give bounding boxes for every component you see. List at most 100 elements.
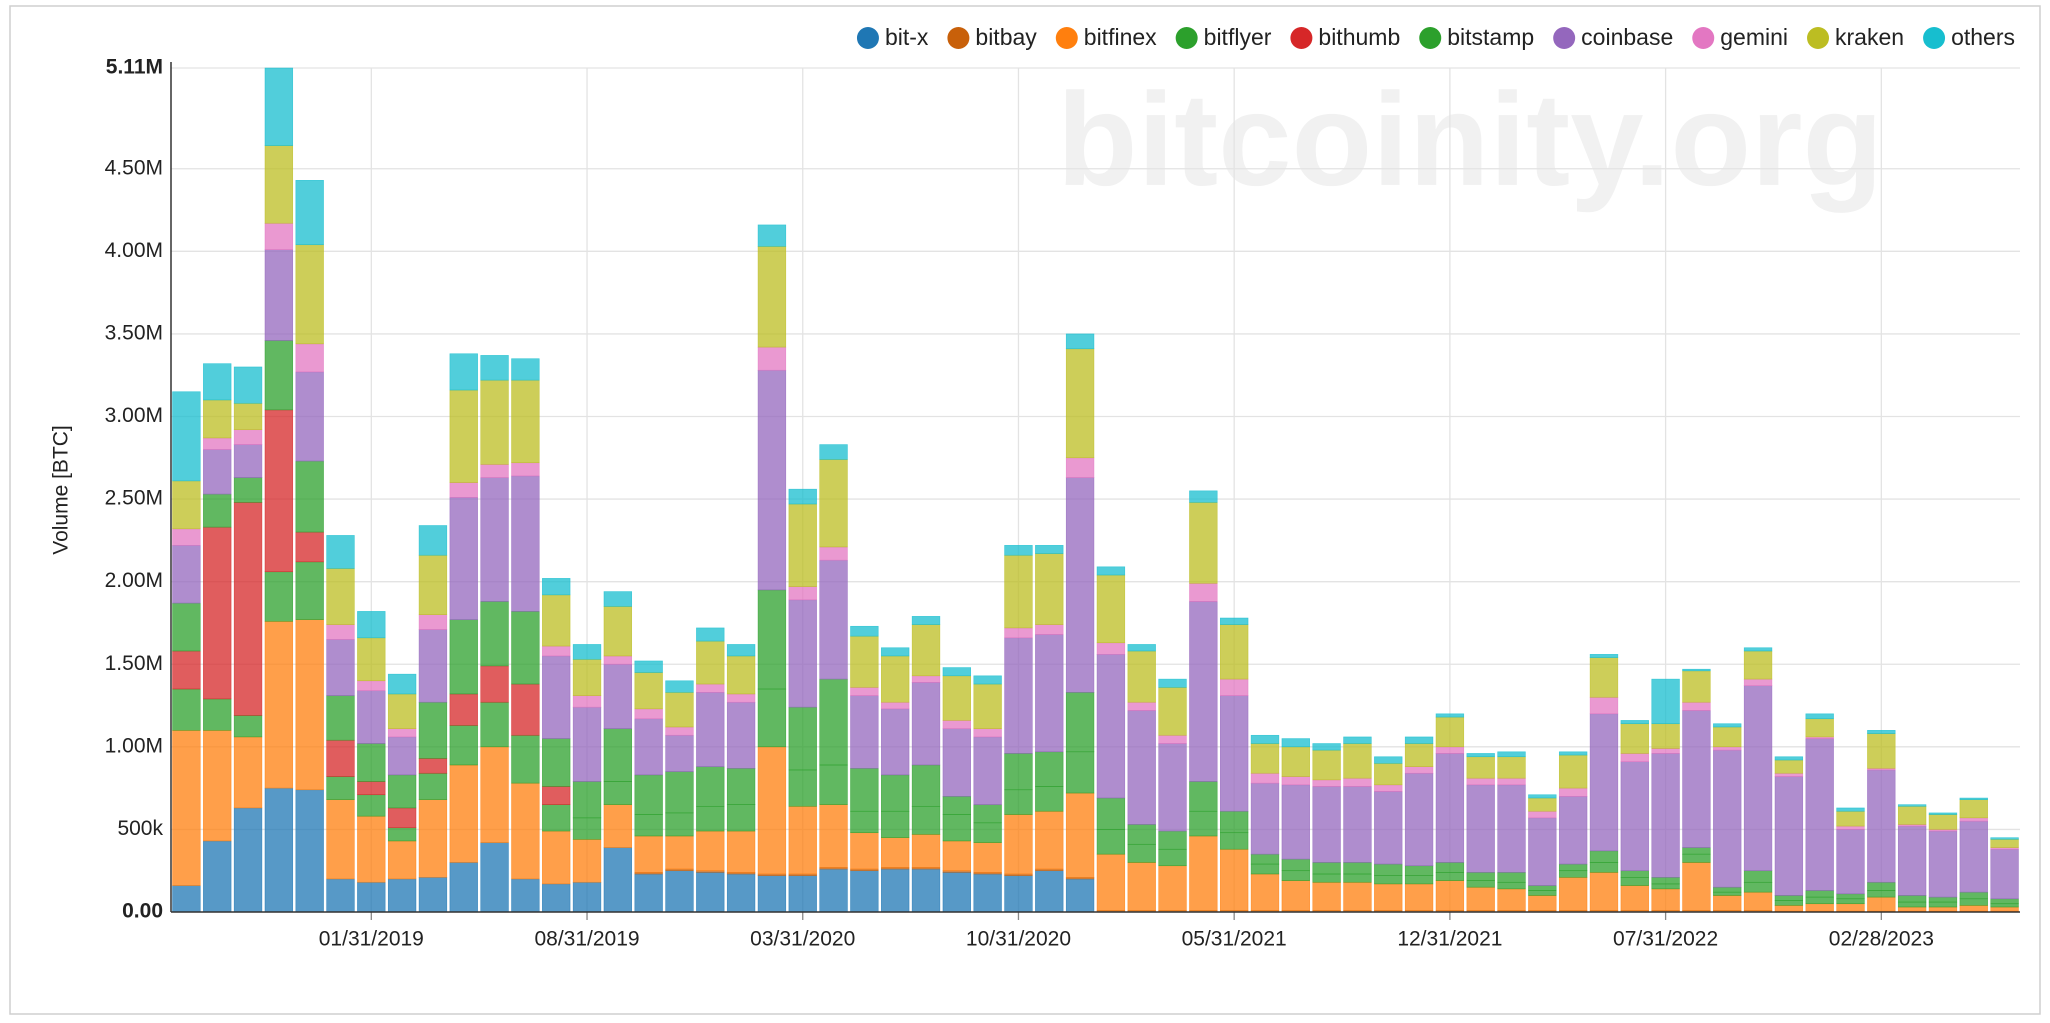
legend-label: others xyxy=(1951,24,2015,50)
legend-swatch xyxy=(856,27,879,49)
bar-segment xyxy=(726,701,756,769)
bar-segment xyxy=(1220,848,1249,911)
bar-segment xyxy=(665,680,694,693)
bar-segment xyxy=(1189,835,1218,911)
bar-segment xyxy=(819,678,848,766)
bar-segment xyxy=(1250,873,1280,911)
bar-segment xyxy=(511,878,540,913)
bar-segment xyxy=(1312,743,1341,751)
bar-segment xyxy=(387,673,417,695)
bar-segment xyxy=(1805,713,1834,720)
bar-segment xyxy=(203,730,232,842)
bar-segment xyxy=(942,840,971,872)
bar-segment xyxy=(295,561,324,620)
bar-segment xyxy=(881,837,910,868)
bar-segment xyxy=(572,781,602,819)
bar-segment xyxy=(295,343,324,373)
bar-segment xyxy=(542,830,571,885)
bar-segment xyxy=(1528,810,1557,819)
legend-item: bitfinex xyxy=(1055,24,1157,50)
bar-segment xyxy=(1558,877,1588,911)
bar-segment xyxy=(1897,805,1927,825)
bar-segment xyxy=(233,366,263,404)
bar-segment xyxy=(1004,637,1033,754)
bar-segment xyxy=(911,624,941,677)
bar-segment xyxy=(387,728,417,738)
bar-segment xyxy=(1867,890,1896,898)
bar-segment xyxy=(1035,545,1064,554)
bar-segment xyxy=(572,644,602,660)
bar-segment xyxy=(1004,627,1033,639)
bar-segment xyxy=(418,799,448,878)
bar-segment xyxy=(1497,881,1526,890)
bar-segment xyxy=(1158,865,1187,911)
bar-segment xyxy=(1928,812,1958,815)
legend-label: bithumb xyxy=(1318,24,1400,50)
bar-segment xyxy=(1343,881,1372,911)
bar-segment xyxy=(1343,862,1372,875)
bar-segment xyxy=(326,695,355,741)
bar-segment xyxy=(973,842,1002,873)
bar-segment xyxy=(1928,814,1958,830)
bar-segment xyxy=(1959,898,1988,906)
bar-segment xyxy=(1867,896,1896,912)
bar-segment xyxy=(634,708,663,720)
bar-segment xyxy=(757,369,787,591)
bar-segment xyxy=(881,647,910,657)
bar-segment xyxy=(665,870,694,913)
bar-segment xyxy=(1035,634,1064,753)
bar-segment xyxy=(1158,734,1187,744)
bar-segment xyxy=(542,804,571,832)
bar-segment xyxy=(449,482,478,498)
bar-segment xyxy=(1528,885,1557,891)
bar-segment xyxy=(942,728,971,797)
bar-segment xyxy=(942,814,971,842)
bar-segment xyxy=(172,545,201,604)
legend-label: bitfinex xyxy=(1084,24,1157,50)
bar-segment xyxy=(696,692,725,767)
bar-segment xyxy=(418,772,448,800)
bar-segment xyxy=(1558,754,1588,789)
bar-segment xyxy=(665,835,694,870)
bar-segment xyxy=(1497,751,1526,758)
bar-segment xyxy=(696,640,725,685)
bar-segment xyxy=(1374,791,1403,865)
bar-segment xyxy=(757,589,787,690)
legend-item: others xyxy=(1923,24,2015,50)
bar-segment xyxy=(973,736,1002,805)
bar-segment xyxy=(1466,777,1495,786)
bar-segment xyxy=(264,340,294,411)
bar-segment xyxy=(726,693,756,703)
bar-segment xyxy=(881,774,910,812)
bar-segment xyxy=(1035,786,1064,812)
bar-segment xyxy=(295,460,324,533)
bar-segment xyxy=(1404,736,1434,744)
bar-segment xyxy=(1004,875,1033,913)
bar-segment xyxy=(1281,784,1310,860)
bar-segment xyxy=(233,502,263,716)
bar-segment xyxy=(1651,678,1680,725)
x-tick-label: 08/31/2019 xyxy=(534,928,639,951)
bar-segment xyxy=(1990,898,2019,905)
bar-segment xyxy=(1281,746,1310,777)
bar-segment xyxy=(1774,772,1804,777)
bar-segment xyxy=(1312,779,1341,787)
bar-segment xyxy=(1805,896,1834,905)
bar-segment xyxy=(1897,906,1927,912)
bar-segment xyxy=(480,701,509,748)
bar-segment xyxy=(387,774,417,809)
bar-segment xyxy=(357,881,386,913)
bar-segment xyxy=(326,568,355,625)
y-tick-label: 500k xyxy=(117,817,163,840)
bar-segment xyxy=(326,878,355,913)
bar-segment xyxy=(973,728,1002,738)
bar-segment xyxy=(233,444,263,478)
bar-segment xyxy=(1220,810,1249,834)
bar-segment xyxy=(881,810,910,838)
bar-segment xyxy=(665,812,694,837)
bar-segment xyxy=(911,868,941,913)
bar-segment xyxy=(1682,847,1711,855)
y-tick-label: 0.00 xyxy=(122,900,163,923)
bar-segment xyxy=(1651,723,1680,749)
bar-segment xyxy=(1651,877,1680,885)
